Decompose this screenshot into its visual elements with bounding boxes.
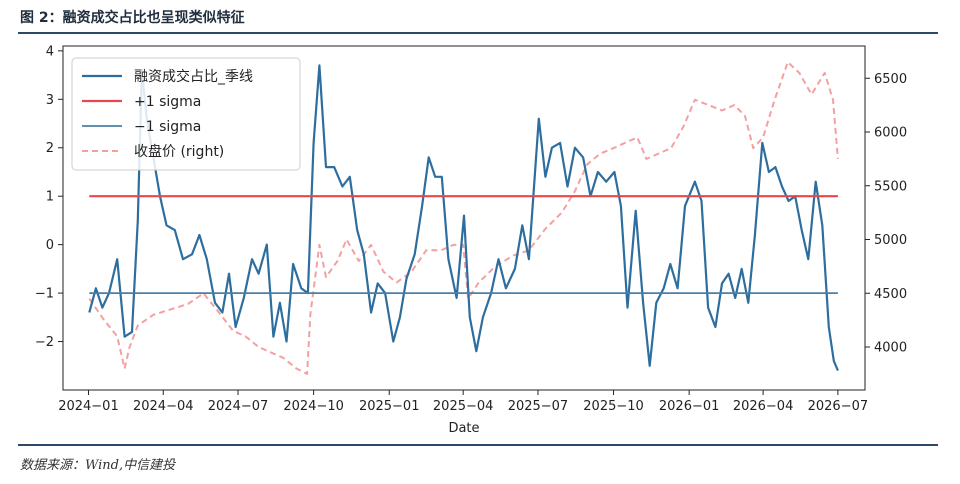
source-note: 数据来源：Wind,中信建投 (20, 458, 176, 473)
legend: 融资成交占比_季线 +1 sigma −1 sigma 收盘价 (right) (71, 57, 301, 171)
y-right-tick-label: 6000 (874, 126, 907, 141)
y-right-tick-label: 4500 (874, 287, 907, 302)
legend-entry-plus-sigma-label: +1 sigma (134, 94, 201, 110)
chart-canvas: 2024−01 2024−04 2024−07 2024−10 2025−01 2025−… (35, 44, 907, 436)
chart-series-group (88, 61, 839, 375)
x-tick-label: 2024−07 (208, 399, 269, 414)
legend-entry-close-label: 收盘价 (right) (134, 143, 224, 160)
x-tick-label: 2025−04 (433, 399, 494, 414)
y-left-tick-label: 2 (46, 141, 54, 156)
x-tick-label: 2026−07 (808, 399, 869, 414)
x-tick-label: 2024−04 (133, 399, 194, 414)
y-right-tick-label: 5000 (874, 233, 907, 248)
y-right-tick-label: 5500 (874, 179, 907, 194)
series-close-line (88, 61, 839, 375)
plot-frame (62, 45, 866, 391)
legend-entry-ratio-label: 融资成交占比_季线 (134, 68, 253, 85)
series-ratio-line (88, 64, 839, 372)
axes-group: 2024−01 2024−04 2024−07 2024−10 2025−01 2025−… (35, 44, 907, 414)
x-tick-label: 2024−01 (58, 399, 119, 414)
y-right-tick-label: 6500 (874, 72, 907, 87)
y-left-tick-label: 1 (46, 190, 54, 205)
source-rule (18, 444, 938, 446)
y-right-tick-label: 4000 (874, 341, 907, 356)
y-left-tick-label: −2 (35, 335, 54, 350)
y-left-tick-label: 0 (46, 238, 54, 253)
figure-title: 图 2：融资成交占比也呈现类似特征 (20, 10, 245, 26)
y-left-tick-label: −1 (35, 287, 54, 302)
y-left-tick-label: 4 (46, 44, 54, 59)
x-tick-label: 2025−07 (508, 399, 569, 414)
x-tick-label: 2025−01 (359, 399, 420, 414)
x-tick-label: 2025−10 (583, 399, 644, 414)
legend-entry-minus-sigma-label: −1 sigma (134, 119, 201, 135)
y-left-tick-label: 3 (46, 93, 54, 108)
x-tick-label: 2026−04 (733, 399, 794, 414)
title-rule (18, 32, 938, 34)
x-axis-label: Date (448, 421, 479, 436)
x-tick-label: 2026−01 (659, 399, 720, 414)
x-tick-label: 2024−10 (283, 399, 344, 414)
legend-box (71, 57, 301, 171)
